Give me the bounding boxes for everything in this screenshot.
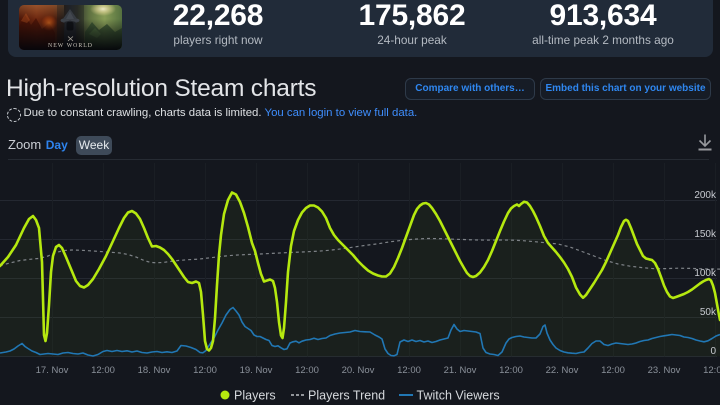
svg-text:NEW WORLD: NEW WORLD [48,43,93,49]
svg-text:12:00: 12:00 [601,365,625,376]
svg-text:Players: Players [234,389,276,403]
svg-text:12:00: 12:00 [703,365,720,376]
svg-text:18. Nov: 18. Nov [138,365,171,376]
svg-text:12:00: 12:00 [91,365,115,376]
svg-text:21. Nov: 21. Nov [444,365,477,376]
svg-text:12:00: 12:00 [193,365,217,376]
svg-text:150k: 150k [694,229,717,240]
svg-text:17. Nov: 17. Nov [36,365,69,376]
svg-text:12:00: 12:00 [295,365,319,376]
svg-text:50k: 50k [700,307,717,318]
svg-text:200k: 200k [694,190,717,201]
svg-text:100k: 100k [694,268,717,279]
svg-text:12:00: 12:00 [397,365,421,376]
svg-text:0: 0 [710,346,716,357]
svg-text:Players Trend: Players Trend [308,389,385,403]
svg-text:19. Nov: 19. Nov [240,365,273,376]
svg-text:23. Nov: 23. Nov [648,365,681,376]
svg-text:12:00: 12:00 [499,365,523,376]
svg-text:Twitch Viewers: Twitch Viewers [417,389,500,403]
svg-text:20. Nov: 20. Nov [342,365,375,376]
svg-text:22. Nov: 22. Nov [546,365,579,376]
